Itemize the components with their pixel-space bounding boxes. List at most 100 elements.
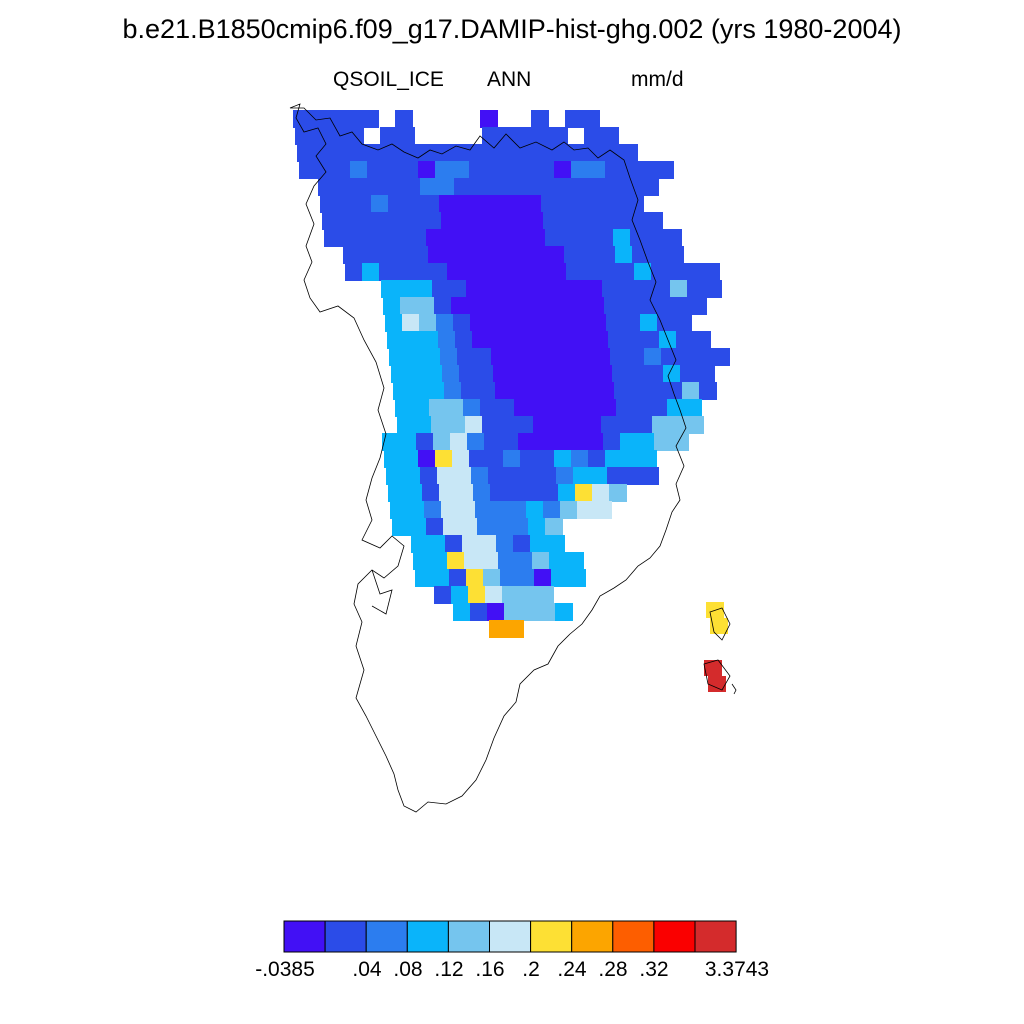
colorbar-box: [694, 920, 737, 953]
map-cell: [671, 433, 689, 451]
map-cell: [591, 331, 609, 349]
map-cell: [403, 467, 421, 485]
map-cell: [636, 280, 654, 298]
map-cell: [586, 433, 604, 451]
map-cell: [444, 382, 462, 400]
map-cell: [697, 365, 715, 383]
map-cell: [496, 246, 514, 264]
map-cell: [699, 382, 717, 400]
map-cell: [550, 416, 568, 434]
map-cell: [418, 450, 436, 468]
map-cell: [511, 229, 529, 247]
map-cell: [594, 501, 612, 519]
map-cell: [494, 518, 512, 536]
map-cell: [520, 450, 538, 468]
map-cell: [449, 569, 467, 587]
map-cell: [483, 280, 501, 298]
map-cell: [466, 280, 484, 298]
map-cell: [464, 552, 482, 570]
map-cell: [582, 399, 600, 417]
colorbar-tick-label: .24: [557, 958, 587, 981]
map-cell: [519, 586, 537, 604]
map-cell: [409, 518, 427, 536]
colorbar-box: [571, 920, 614, 953]
map-cell: [608, 331, 626, 349]
map-cell: [320, 195, 338, 213]
map-cell: [531, 110, 549, 128]
map-cell: [441, 212, 459, 230]
map-cell: [341, 229, 359, 247]
map-cell: [531, 399, 549, 417]
map-cell: [561, 365, 579, 383]
map-cell: [475, 212, 493, 230]
map-cell: [654, 433, 672, 451]
map-cell: [352, 178, 370, 196]
map-cell: [562, 229, 580, 247]
map-cell: [577, 212, 595, 230]
map-cell: [442, 365, 460, 383]
map-cell: [565, 110, 583, 128]
map-cell: [428, 535, 446, 553]
map-cell: [488, 178, 506, 196]
map-cell: [595, 365, 613, 383]
map-cell: [503, 161, 521, 179]
colorbar-tick-label: .08: [393, 958, 423, 981]
map-cell: [540, 331, 558, 349]
map-cell: [650, 399, 668, 417]
map-cell: [458, 212, 476, 230]
map-cell: [669, 416, 687, 434]
map-cell: [546, 382, 564, 400]
map-cell: [299, 161, 317, 179]
map-cell: [487, 603, 505, 621]
map-cell: [416, 433, 434, 451]
map-cell: [451, 297, 469, 315]
map-cell: [532, 552, 550, 570]
map-cell: [427, 382, 445, 400]
map-cell: [604, 297, 622, 315]
map-cell: [609, 484, 627, 502]
colorbar-tick-label: .2: [522, 958, 540, 981]
map-cell: [518, 433, 536, 451]
map-cell: [551, 280, 569, 298]
map-cell: [423, 348, 441, 366]
map-cell: [420, 467, 438, 485]
map-cell: [506, 331, 524, 349]
map-cell: [387, 331, 405, 349]
map-cell: [524, 484, 542, 502]
map-cell: [518, 144, 536, 162]
map-cell: [574, 331, 592, 349]
map-cell: [527, 365, 545, 383]
map-cell: [619, 280, 637, 298]
map-cell: [580, 382, 598, 400]
map-cell: [511, 518, 529, 536]
map-cell: [343, 246, 361, 264]
map-cell: [441, 501, 459, 519]
map-cell: [655, 297, 673, 315]
map-cell: [649, 246, 667, 264]
map-cell: [528, 229, 546, 247]
map-cell: [371, 195, 389, 213]
map-cell: [543, 501, 561, 519]
map-cell: [502, 297, 520, 315]
map-cell: [639, 161, 657, 179]
map-cell: [419, 314, 437, 332]
map-cell: [471, 178, 489, 196]
map-cell: [457, 348, 475, 366]
map-cell: [661, 348, 679, 366]
map-cell: [573, 178, 591, 196]
map-cell: [579, 229, 597, 247]
map-cell: [401, 450, 419, 468]
map-cell: [431, 416, 449, 434]
map-cell: [475, 501, 493, 519]
map-cell: [653, 280, 671, 298]
map-cell: [583, 263, 601, 281]
map-cell: [390, 501, 408, 519]
map-cell: [586, 144, 604, 162]
map-cell: [498, 552, 516, 570]
map-cell: [410, 382, 428, 400]
map-cell: [517, 569, 535, 587]
map-cell: [360, 246, 378, 264]
map-cell: [626, 195, 644, 213]
map-cell: [335, 178, 353, 196]
map-cell: [445, 535, 463, 553]
